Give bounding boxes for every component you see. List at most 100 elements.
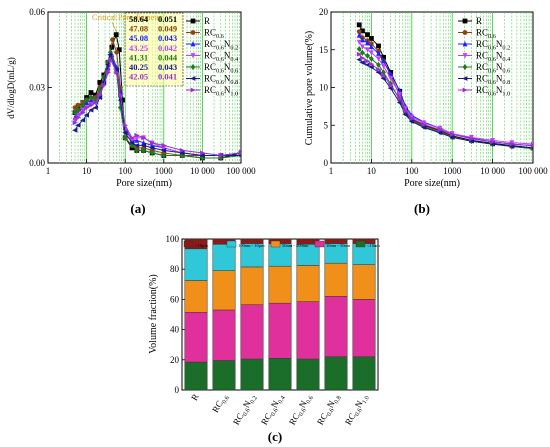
data-point: [238, 154, 241, 157]
panel-c-bars: [184, 238, 376, 391]
data-point: [101, 74, 107, 81]
data-point: [421, 122, 427, 127]
data-point: [238, 150, 241, 156]
data-point: [365, 47, 370, 53]
x-tick-label: 10 000: [480, 166, 505, 176]
data-point: [200, 154, 205, 161]
series-6: [72, 57, 241, 158]
data-point: [133, 142, 140, 148]
legend-marker: [462, 76, 468, 81]
data-point: [109, 44, 115, 50]
annotation-diameter: 43.25: [129, 43, 148, 53]
data-point: [356, 51, 363, 57]
y-tick-label: 0: [324, 158, 329, 168]
data-point: [161, 142, 167, 148]
y-tick-label: 15: [319, 45, 329, 55]
data-point: [93, 97, 98, 104]
data-point: [381, 63, 386, 70]
data-point: [114, 70, 120, 75]
data-point: [80, 102, 86, 109]
legend-label: RC0.6N0.8: [476, 74, 510, 87]
panel-a-annotation: Critical Pore diameter 58.64 0.051 47.08 0.…: [92, 12, 184, 87]
data-point: [129, 140, 135, 146]
annotation-arrow: [111, 21, 118, 34]
data-point: [200, 150, 206, 156]
data-point: [369, 55, 374, 62]
bar-segment: [212, 309, 236, 361]
y-tick-label: 0.00: [29, 158, 45, 168]
annotation-diameter: 58.64: [129, 14, 149, 24]
bar-segment: [212, 244, 236, 271]
panel-c: 0 20 40 60 80 100 >10μm 100nm - 10μm 50nm - 200…: [148, 234, 380, 444]
data-point: [179, 148, 186, 153]
legend-label: RC0.6N0.6: [476, 62, 510, 75]
bar-segment: [240, 358, 264, 391]
data-point: [72, 120, 78, 126]
legend-label: R: [204, 16, 210, 26]
panel-b-label: (b): [414, 201, 430, 216]
data-point: [508, 143, 515, 149]
data-point: [468, 138, 474, 144]
data-point: [117, 92, 124, 98]
legend-label: RC0.6N0.2: [476, 39, 510, 52]
bar-segment: [212, 270, 236, 311]
data-point: [530, 143, 533, 149]
data-point: [72, 127, 78, 133]
panel-b-ylabel: Cumulative pore volume(%): [304, 31, 315, 145]
data-point: [199, 153, 205, 158]
data-point: [110, 37, 115, 43]
data-point: [122, 130, 128, 136]
data-point: [97, 87, 103, 94]
data-point: [116, 47, 122, 53]
y-tick-label: 5: [324, 120, 329, 130]
y-tick-label: 20: [170, 355, 180, 365]
data-point: [92, 105, 98, 111]
data-point: [490, 139, 496, 145]
bar-segment: [240, 304, 264, 360]
bar-segment: [324, 262, 348, 297]
category-label: RC0.6N1.0: [343, 392, 371, 428]
data-point: [469, 136, 475, 142]
data-point: [365, 58, 371, 64]
legend-swatch: [314, 240, 325, 248]
category-label: RC0.6: [210, 392, 231, 415]
y-tick-label: 40: [170, 325, 180, 335]
series-5: [356, 57, 533, 150]
bar-segment: [352, 264, 376, 300]
data-point: [129, 135, 135, 141]
bar-segment: [212, 360, 236, 391]
series-6: [356, 51, 533, 149]
data-point: [489, 141, 495, 147]
data-point: [93, 92, 98, 98]
annotation-box: [124, 12, 184, 87]
bar-segment: [352, 299, 376, 358]
legend-marker: [462, 18, 468, 24]
bar-segment: [268, 302, 292, 359]
data-point: [113, 32, 119, 38]
data-point: [80, 110, 86, 116]
legend-label: <10nm: [367, 243, 380, 248]
data-point: [113, 67, 120, 73]
bar-segment: [296, 265, 320, 302]
data-point: [161, 152, 167, 159]
data-point: [388, 82, 394, 88]
panel-c-categories: R RC0.6RC0.6N0.2RC0.6N0.4RC0.6N0.6RC0.6N0…: [189, 392, 371, 428]
data-point: [376, 43, 381, 49]
data-point: [381, 73, 387, 78]
data-point: [88, 94, 94, 101]
y-tick-label: 0.06: [29, 7, 45, 17]
x-tick-label: 1: [329, 166, 334, 176]
data-point: [359, 60, 365, 65]
category-label: RC0.6N0.6: [287, 392, 315, 428]
category-label: RC0.6N0.8: [315, 392, 343, 428]
legend-label: RC0.6N0.4: [476, 51, 511, 64]
data-point: [365, 32, 370, 38]
panel-a-xlabel: Pore size(nm): [116, 178, 172, 189]
data-point: [449, 131, 456, 137]
data-point: [141, 147, 147, 154]
panel-a-ylabel: dV/dlogD(mL/g): [6, 57, 16, 119]
annotation-value: 0.043: [158, 62, 177, 72]
data-point: [381, 54, 386, 60]
data-point: [96, 95, 103, 100]
